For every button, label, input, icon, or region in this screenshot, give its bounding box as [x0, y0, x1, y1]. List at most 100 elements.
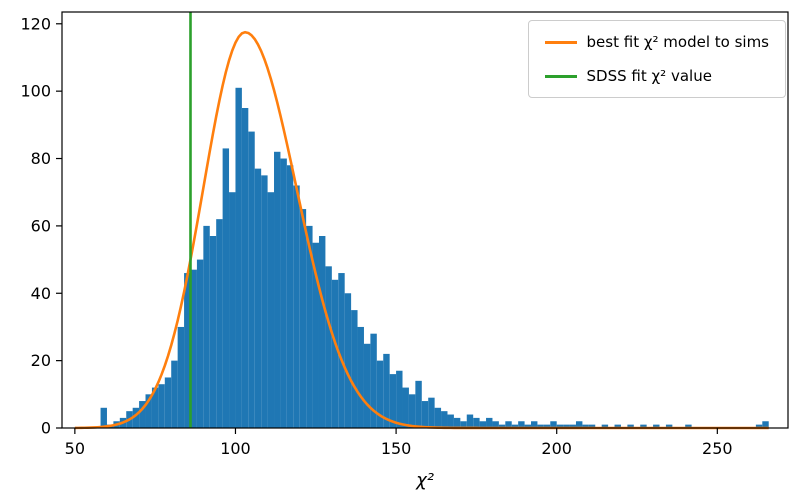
y-tick-label: 100 — [20, 82, 51, 101]
histogram-bar — [518, 421, 525, 428]
y-tick-label: 40 — [31, 284, 51, 303]
histogram-bar — [466, 414, 474, 428]
histogram-bar — [100, 407, 107, 428]
histogram-bar — [492, 421, 499, 428]
y-tick-label: 20 — [31, 351, 51, 370]
legend-item-curve: best fit χ² model to sims — [544, 33, 769, 51]
histogram-bar — [222, 148, 230, 429]
histogram-bar — [556, 424, 564, 428]
histogram-bar — [318, 236, 326, 428]
histogram-bar — [569, 424, 576, 428]
histogram-bar — [209, 236, 217, 428]
histogram-bar — [640, 424, 647, 428]
histogram-bar — [344, 293, 352, 428]
histogram-bar — [293, 185, 300, 428]
histogram-bar — [531, 421, 538, 428]
histogram-bar — [498, 424, 506, 428]
histogram-bar — [421, 401, 429, 428]
legend-label-vline: SDSS fit χ² value — [586, 67, 712, 85]
histogram-bar — [363, 343, 371, 428]
histogram-bar — [370, 333, 377, 428]
histogram-bar — [261, 175, 268, 428]
legend-line-curve-icon — [544, 40, 577, 44]
histogram-bar — [190, 269, 197, 428]
x-tick-label: 250 — [702, 439, 733, 458]
x-tick-label: 150 — [381, 439, 412, 458]
histogram-bar — [588, 424, 596, 428]
histogram-bar — [274, 151, 281, 429]
histogram-bar — [151, 387, 159, 428]
histogram-bar — [299, 209, 307, 428]
y-tick-label: 80 — [31, 149, 51, 168]
histogram-bar — [357, 326, 364, 428]
histogram-bar — [229, 192, 236, 428]
histogram-bar — [511, 424, 519, 428]
histogram-bar — [486, 417, 493, 428]
histogram-bar — [614, 424, 621, 428]
y-tick-label: 60 — [31, 216, 51, 235]
histogram-bar — [171, 360, 178, 428]
histogram-bar — [627, 424, 634, 428]
histogram-bar — [396, 370, 403, 428]
histogram-bar — [196, 259, 204, 428]
histogram-bar — [280, 158, 287, 428]
histogram-bar — [389, 374, 397, 428]
histogram-bar — [479, 421, 487, 428]
histogram-bar — [286, 165, 294, 428]
axes-spines — [61, 11, 789, 429]
histogram-bar — [376, 360, 384, 428]
histogram-bar — [563, 424, 570, 428]
histogram-bar — [145, 394, 152, 428]
histogram-bar — [248, 131, 255, 428]
histogram-bar — [755, 424, 763, 428]
histogram-bar — [402, 387, 409, 428]
histogram-bar — [453, 417, 461, 428]
histogram-bar — [653, 424, 660, 428]
histogram-bar — [665, 424, 673, 428]
histogram-bar — [460, 421, 467, 428]
histogram-bar — [184, 273, 191, 428]
histogram-bar — [434, 407, 442, 428]
histogram-bar — [447, 414, 454, 428]
legend-line-vline-icon — [544, 74, 577, 78]
x-axis-label: χ² — [415, 470, 434, 491]
histogram-bar — [132, 407, 140, 428]
histogram-bar — [331, 279, 339, 428]
histogram-bar — [543, 424, 551, 428]
x-tick-label: 100 — [220, 439, 251, 458]
histogram-bar — [473, 417, 480, 428]
histogram-bar — [312, 242, 319, 428]
histogram-bar — [235, 87, 242, 428]
x-tick-label: 50 — [65, 439, 85, 458]
histogram-bar — [241, 108, 249, 428]
histogram-bar — [164, 377, 172, 428]
histogram-bar — [505, 421, 512, 428]
histogram-bar — [685, 424, 692, 428]
histogram-bar — [550, 421, 557, 428]
histogram-bar — [203, 225, 210, 428]
histogram-bar — [415, 380, 422, 428]
legend: best fit χ² model to sims SDSS fit χ² va… — [527, 20, 786, 98]
histogram-bar — [524, 424, 531, 428]
histogram-bar — [537, 424, 544, 428]
x-tick-label: 200 — [541, 439, 572, 458]
histogram-bar — [441, 411, 448, 428]
legend-label-curve: best fit χ² model to sims — [586, 33, 769, 51]
histogram-bar — [158, 384, 165, 428]
histogram-bar — [306, 225, 313, 428]
histogram-bar — [575, 421, 583, 428]
histogram-bar — [601, 424, 609, 428]
histogram-bar — [325, 266, 332, 428]
histogram-bar — [267, 192, 275, 428]
legend-item-vline: SDSS fit χ² value — [544, 67, 769, 85]
histogram-bar — [254, 168, 262, 428]
histogram-bar — [383, 353, 390, 428]
histogram-bar — [582, 424, 589, 428]
histogram-bar — [216, 219, 223, 428]
histogram-bar — [762, 421, 769, 428]
histogram-bar — [408, 394, 416, 428]
histogram-bar — [428, 397, 435, 428]
histogram-bar — [338, 273, 345, 428]
histogram-bar — [177, 326, 185, 428]
